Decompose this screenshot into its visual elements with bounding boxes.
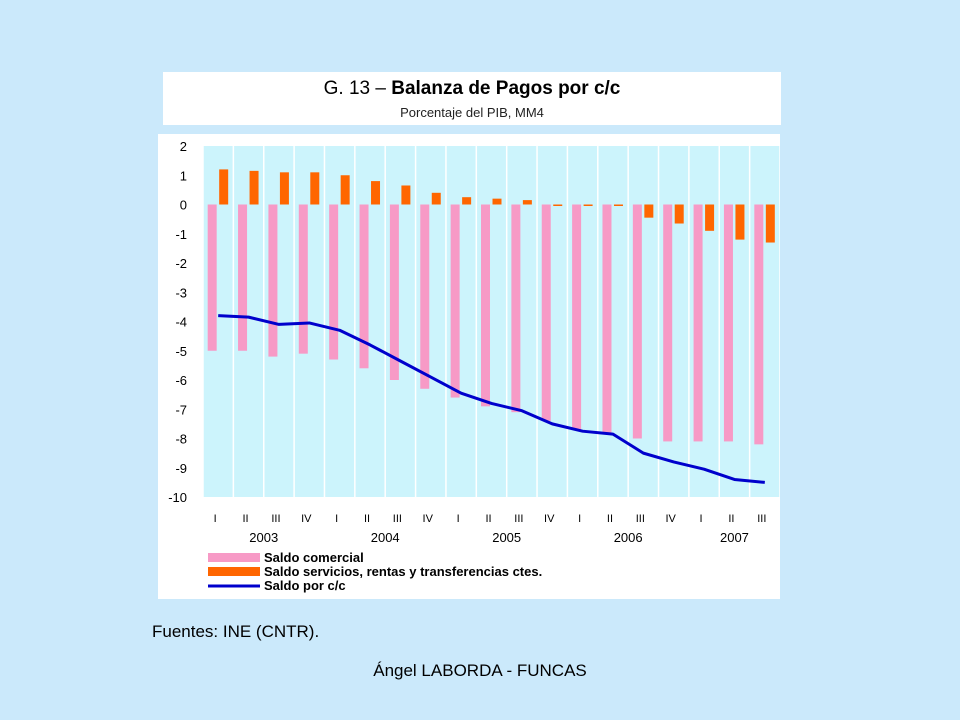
y-tick-label: -7 bbox=[175, 402, 187, 417]
bar-saldo-servicios bbox=[492, 198, 502, 205]
x-tick-label: I bbox=[214, 513, 217, 525]
bar-saldo-comercial bbox=[359, 204, 369, 369]
x-tick-label: IV bbox=[301, 513, 312, 525]
bar-saldo-servicios bbox=[644, 204, 654, 218]
title-prefix: G. 13 – bbox=[323, 78, 392, 99]
bar-saldo-comercial bbox=[329, 204, 339, 360]
chart-svg: 210-1-2-3-4-5-6-7-8-9-10I II III IV I II III IV… bbox=[168, 139, 780, 593]
bar-saldo-comercial bbox=[298, 204, 308, 354]
bar-saldo-comercial bbox=[693, 204, 703, 442]
bar-saldo-servicios bbox=[340, 175, 350, 205]
footer-credit: Ángel LABORDA - FUNCAS bbox=[373, 661, 587, 680]
bar-saldo-servicios bbox=[431, 192, 441, 205]
bar-saldo-comercial bbox=[450, 204, 460, 398]
x-tick-label: III bbox=[757, 513, 766, 525]
year-label: 2004 bbox=[371, 530, 400, 545]
year-label: 2007 bbox=[720, 530, 749, 545]
y-tick-label: -1 bbox=[175, 227, 187, 242]
y-tick-label: -5 bbox=[175, 344, 187, 359]
bar-saldo-comercial bbox=[511, 204, 521, 413]
bar-saldo-servicios bbox=[583, 204, 593, 206]
bar-saldo-comercial bbox=[602, 204, 612, 433]
chart-title: G. 13 – Balanza de Pagos por c/c bbox=[163, 78, 781, 100]
y-tick-label: -8 bbox=[175, 432, 187, 447]
x-tick-label: I bbox=[578, 513, 581, 525]
y-tick-label: -10 bbox=[168, 490, 187, 505]
y-tick-label: 1 bbox=[180, 168, 187, 183]
x-tick-label: II bbox=[485, 513, 491, 525]
bar-saldo-servicios bbox=[462, 197, 472, 205]
legend-label: Saldo comercial bbox=[264, 550, 364, 565]
chart-box: 2 1 0 -1 -2 -3 -4 -5 -6 -7 -8 -9 -10 I II III IV I II III IV… bbox=[158, 134, 780, 599]
y-tick-label: -4 bbox=[175, 315, 187, 330]
x-tick-label: II bbox=[242, 513, 248, 525]
y-tick-label: -2 bbox=[175, 256, 187, 271]
bar-saldo-servicios bbox=[522, 200, 532, 205]
x-tick-label: III bbox=[393, 513, 402, 525]
bar-saldo-comercial bbox=[389, 204, 399, 380]
chart-title-box: G. 13 – Balanza de Pagos por c/c Porcent… bbox=[163, 72, 781, 125]
x-tick-label: III bbox=[514, 513, 523, 525]
legend-swatch-saldo-servicios bbox=[208, 567, 260, 576]
x-tick-label: IV bbox=[423, 513, 434, 525]
bar-saldo-comercial bbox=[663, 204, 673, 442]
bar-saldo-servicios bbox=[310, 172, 320, 205]
year-label: 2003 bbox=[249, 530, 278, 545]
bar-saldo-comercial bbox=[723, 204, 733, 442]
x-tick-label: II bbox=[728, 513, 734, 525]
bar-saldo-comercial bbox=[420, 204, 430, 389]
line-saldo-cc bbox=[218, 314, 765, 484]
x-tick-label: III bbox=[271, 513, 280, 525]
chart-subtitle: Porcentaje del PIB, MM4 bbox=[400, 105, 544, 120]
year-label: 2005 bbox=[492, 530, 521, 545]
bar-saldo-comercial bbox=[238, 204, 248, 351]
bar-saldo-comercial bbox=[268, 204, 278, 357]
x-tick-label: I bbox=[335, 513, 338, 525]
year-label: 2006 bbox=[614, 530, 643, 545]
bar-saldo-comercial bbox=[754, 204, 764, 445]
bar-saldo-servicios bbox=[735, 204, 745, 240]
bar-saldo-comercial bbox=[481, 204, 490, 407]
plot-area bbox=[203, 146, 780, 497]
y-tick-label: -9 bbox=[175, 461, 187, 476]
legend-label: Saldo servicios, rentas y transferencias… bbox=[264, 564, 542, 579]
legend-swatch-saldo-comercial bbox=[208, 553, 260, 562]
x-tick-label: I bbox=[457, 513, 460, 525]
x-tick-label: III bbox=[636, 513, 645, 525]
y-tick-label: -3 bbox=[175, 285, 187, 300]
bar-saldo-servicios bbox=[674, 204, 684, 224]
x-tick-label: II bbox=[607, 513, 613, 525]
bar-saldo-servicios bbox=[371, 181, 381, 205]
bar-saldo-servicios bbox=[765, 204, 775, 243]
y-tick-label: 0 bbox=[180, 198, 187, 213]
bar-saldo-comercial bbox=[572, 204, 582, 430]
x-tick-label: II bbox=[364, 513, 370, 525]
bar-saldo-servicios bbox=[249, 170, 259, 205]
bar-saldo-servicios bbox=[401, 185, 411, 205]
bar-saldo-comercial bbox=[207, 204, 217, 351]
x-tick-label: IV bbox=[666, 513, 677, 525]
legend-label: Saldo por c/c bbox=[264, 578, 346, 593]
x-tick-label: I bbox=[700, 513, 703, 525]
bar-saldo-servicios bbox=[219, 169, 229, 205]
bar-saldo-servicios bbox=[705, 204, 715, 231]
bar-saldo-servicios bbox=[613, 204, 623, 206]
bar-saldo-servicios bbox=[279, 172, 289, 205]
bar-saldo-comercial bbox=[541, 204, 551, 421]
bar-saldo-comercial bbox=[632, 204, 642, 439]
y-tick-label: 2 bbox=[180, 139, 187, 154]
x-tick-label: IV bbox=[544, 513, 555, 525]
title-bold: Balanza de Pagos por c/c bbox=[391, 78, 621, 99]
y-tick-label: -6 bbox=[175, 373, 187, 388]
source-note: Fuentes: INE (CNTR). bbox=[152, 622, 320, 641]
bar-saldo-servicios bbox=[553, 204, 563, 206]
